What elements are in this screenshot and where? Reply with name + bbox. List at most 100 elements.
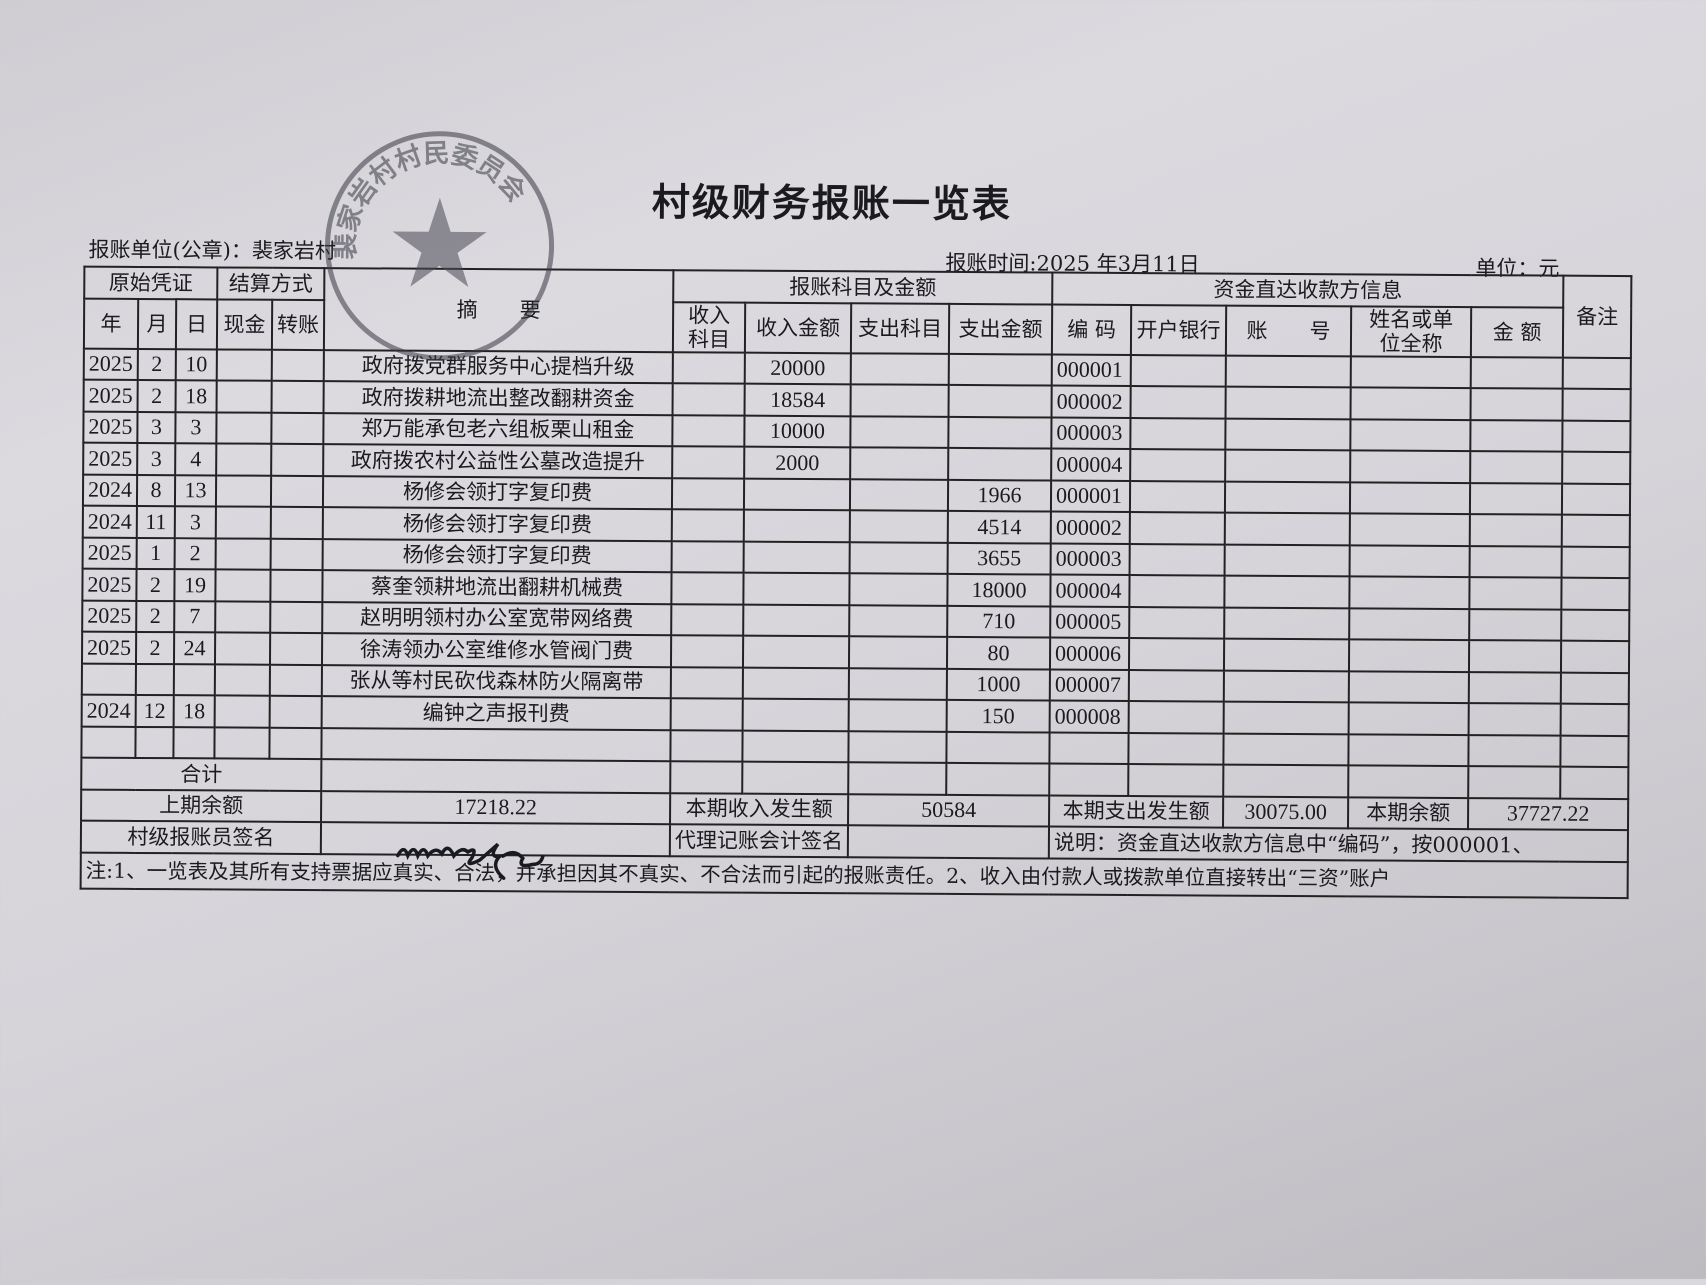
cell-year: 2024 (81, 694, 136, 727)
cell-code: 000001 (1051, 354, 1131, 387)
cell-expense-subject (849, 573, 948, 606)
cell-year: 2025 (83, 442, 138, 475)
cell-expense-amount: 80 (947, 636, 1051, 670)
cell-bank (1129, 480, 1226, 513)
cell-cash (215, 537, 271, 570)
cell-account-no (1224, 607, 1350, 640)
cell-expense-amount: 18000 (947, 573, 1051, 607)
cell-remark (1561, 546, 1630, 579)
cell-bank (1129, 512, 1225, 545)
cell-summary: 赵明明领村办公室宽带网络费 (322, 601, 672, 636)
cell-amount (1468, 640, 1562, 673)
cell-payee-name (1350, 450, 1471, 483)
header-accounts: 报账科目及金额 (673, 270, 1053, 305)
cell-code: 000002 (1050, 511, 1130, 544)
reimbursement-table: 原始凭证 结算方式 摘 要 报账科目及金额 资金直达收款方信息 备注 年 月 日… (80, 266, 1633, 899)
cell-cash (214, 695, 270, 728)
cell-cash (215, 474, 272, 507)
cell-expense-subject (849, 541, 948, 574)
cell-bank (1129, 606, 1225, 639)
header-amount: 金 额 (1470, 306, 1564, 358)
cell-expense-subject (849, 478, 949, 511)
header-transfer: 转账 (271, 299, 325, 350)
cell-month: 2 (136, 568, 175, 601)
cell-expense-amount: 710 (947, 605, 1051, 638)
cell-summary: 杨修会领打字复印费 (322, 507, 672, 541)
cell-code: 000001 (1050, 480, 1131, 513)
cell-payee-name (1349, 576, 1470, 609)
cell-payee-name (1350, 355, 1471, 389)
cell-income-amount (743, 635, 850, 668)
cell-cash (215, 632, 271, 665)
cell-income-amount (742, 730, 849, 763)
cell-summary: 政府拨农村公益性公墓改造提升 (323, 444, 673, 478)
header-income-amount: 收入金额 (744, 302, 852, 353)
cell-code: 000002 (1051, 385, 1131, 418)
cell-account-no (1223, 670, 1349, 703)
cell-amount (1470, 419, 1563, 452)
cell-summary: 杨修会领打字复印费 (322, 538, 672, 573)
cell-bank (1129, 543, 1225, 576)
cell-income-subject (670, 698, 743, 731)
cell-bank (1128, 701, 1224, 734)
cell-expense-subject (850, 415, 949, 448)
header-voucher: 原始凭证 (84, 266, 218, 299)
header-year: 年 (83, 298, 139, 349)
cell-expense-amount: 1966 (947, 479, 1052, 512)
cell-month: 3 (137, 411, 176, 444)
header-account-no: 账 号 (1225, 305, 1352, 356)
cell-day: 4 (175, 443, 217, 475)
cell-amount (1468, 703, 1561, 736)
cell-income-amount: 18584 (744, 383, 851, 416)
header-bank: 开户银行 (1130, 304, 1227, 356)
cell-amount (1470, 356, 1563, 389)
cell-month (135, 663, 174, 696)
cell-income-subject (671, 635, 744, 668)
cell-day (173, 663, 216, 696)
cell-day: 3 (175, 411, 217, 444)
cell-remark (1561, 640, 1630, 673)
total-label: 合计 (81, 757, 322, 791)
cell-expense-subject (850, 447, 949, 480)
cell-transfer (270, 475, 324, 508)
period-expense-value: 30075.00 (1223, 796, 1349, 829)
prev-balance-label: 上期余额 (81, 789, 322, 823)
cell-account-no (1224, 575, 1350, 608)
cell-year: 2025 (82, 600, 137, 632)
cell-year: 2024 (82, 505, 137, 538)
header-remark: 备注 (1562, 275, 1632, 358)
cell-day: 19 (174, 569, 216, 601)
cell-code: 000005 (1050, 606, 1130, 639)
cell-bank (1129, 575, 1225, 608)
header-income-subject: 收入科目 (672, 301, 746, 353)
clerk-sign-label: 村级报账员签名 (80, 820, 322, 854)
cell-summary (321, 727, 671, 762)
cell-remark (1561, 577, 1630, 610)
cell-day: 2 (174, 537, 216, 570)
cell-income-amount (743, 509, 850, 542)
header-payee-info: 资金直达收款方信息 (1052, 272, 1564, 308)
cell-account-no (1223, 701, 1349, 734)
cell-income-subject (671, 509, 744, 542)
cell-income-amount: 2000 (744, 446, 851, 479)
cell-amount (1469, 545, 1562, 578)
cell-day: 7 (174, 600, 216, 633)
cell-income-amount (743, 541, 850, 574)
cell-month: 2 (136, 600, 175, 633)
cell-amount (1469, 608, 1562, 641)
cell-payee-name (1348, 733, 1469, 767)
explanation: 说明：资金直达收款方信息中“编码”，按000001、 (1048, 826, 1629, 862)
cell-bank (1130, 386, 1226, 419)
cell-expense-subject (849, 636, 948, 669)
cell-summary: 郑万能承包老六组板栗山租金 (323, 412, 673, 447)
cell-income-subject (670, 666, 744, 699)
cell-year: 2025 (83, 348, 138, 380)
cell-remark (1562, 451, 1631, 484)
cell-expense-amount (948, 353, 1052, 386)
header-payee-name: 姓名或单位全称 (1350, 305, 1472, 357)
cell-bank (1130, 417, 1226, 450)
cell-amount (1469, 514, 1563, 547)
official-seal-stamp: 裴家岩村村民委员会 (325, 131, 555, 361)
cell-account-no (1223, 733, 1349, 766)
